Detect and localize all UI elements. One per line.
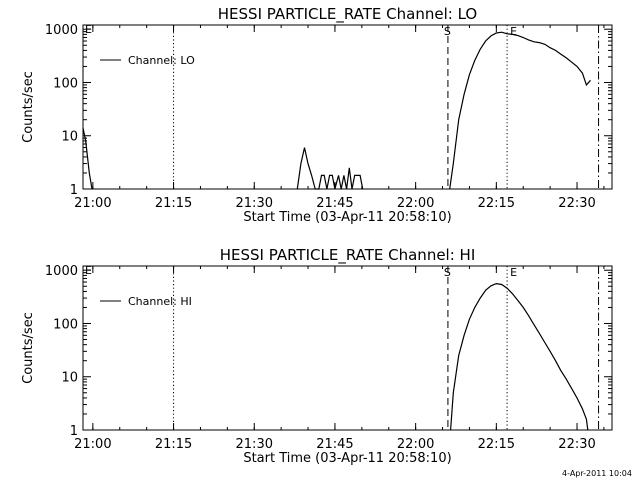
marker-label: E	[510, 25, 517, 38]
x-tick-label: 21:15	[155, 437, 192, 452]
x-axis-label: Start Time (03-Apr-11 20:58:10)	[243, 210, 451, 225]
y-tick-label: 1	[70, 183, 78, 198]
x-tick-label: 22:00	[397, 196, 434, 211]
x-tick-label: 22:15	[478, 196, 515, 211]
corner-marker-e: E	[85, 23, 92, 36]
y-axis-label: Counts/sec	[21, 71, 36, 143]
legend-label: Channel: LO	[128, 54, 195, 67]
x-axis-label: Start Time (03-Apr-11 20:58:10)	[243, 451, 451, 466]
x-tick-label: 21:45	[316, 437, 353, 452]
plot-frame	[82, 265, 613, 431]
x-tick-label: 21:30	[236, 196, 273, 211]
plot-frame	[82, 24, 613, 190]
y-tick-label: 10	[61, 371, 78, 386]
panel-lo: HESSI PARTICLE_RATE Channel: LO 21:00 21:1…	[21, 5, 613, 225]
y-tick-label: 1	[70, 424, 78, 439]
y-tick-label: 1000	[45, 23, 78, 38]
chart-title: HESSI PARTICLE_RATE Channel: HI	[220, 246, 476, 265]
x-tick-label: 22:30	[558, 196, 595, 211]
x-tick-label: 21:00	[74, 437, 111, 452]
x-tick-label: 21:15	[155, 196, 192, 211]
marker-label: S	[444, 266, 451, 279]
x-tick-label: 21:30	[236, 437, 273, 452]
marker-label: E	[510, 266, 517, 279]
x-tick-label: 22:30	[558, 437, 595, 452]
x-tick-label: 21:45	[316, 196, 353, 211]
series-line	[450, 282, 589, 431]
y-axis-label: Counts/sec	[21, 312, 36, 384]
series-line	[449, 31, 591, 190]
y-tick-label: 100	[53, 76, 78, 91]
corner-marker-e: E	[85, 264, 92, 277]
footer-timestamp: 4-Apr-2011 10:04	[562, 469, 632, 478]
marker-label: S	[444, 25, 451, 38]
y-tick-label: 1000	[45, 264, 78, 279]
series-line	[82, 127, 93, 190]
x-tick-label: 22:15	[478, 437, 515, 452]
x-tick-label: 21:00	[74, 196, 111, 211]
chart-title: HESSI PARTICLE_RATE Channel: LO	[218, 5, 477, 24]
y-tick-label: 100	[53, 317, 78, 332]
series-line	[296, 147, 364, 190]
legend-label: Channel: HI	[128, 295, 192, 308]
panel-hi: HESSI PARTICLE_RATE Channel: HI 21:00 21:1…	[21, 246, 613, 466]
x-tick-label: 22:00	[397, 437, 434, 452]
y-tick-label: 10	[61, 130, 78, 145]
